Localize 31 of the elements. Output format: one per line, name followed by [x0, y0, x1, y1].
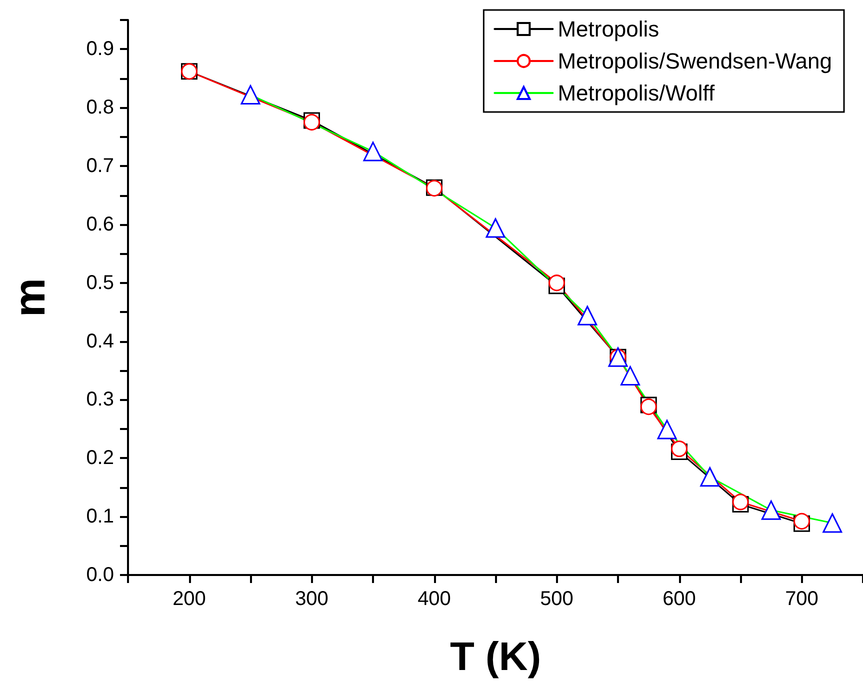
y-tick-label: 0.6 [86, 213, 114, 236]
point [761, 500, 781, 520]
x-axis-title: T (K) [450, 635, 542, 679]
y-tick-label: 0.9 [86, 38, 114, 60]
legend-label: Metropolis [558, 16, 660, 42]
point [363, 142, 383, 162]
legend-label: Metropolis/Wolff [558, 80, 716, 106]
y-tick-label: 0.8 [86, 96, 114, 119]
point [700, 467, 720, 487]
x-tick-label: 400 [418, 588, 451, 610]
point [620, 366, 640, 386]
y-tick-label: 0.0 [86, 564, 114, 586]
y-tick-label: 0.5 [86, 272, 114, 294]
point [486, 218, 506, 238]
y-tick-label: 0.4 [86, 330, 114, 352]
y-axis-title: m [6, 278, 54, 318]
x-tick-label: 500 [540, 588, 574, 610]
x-tick-label: 700 [785, 588, 818, 610]
y-tick-label: 0.7 [86, 155, 114, 178]
point [548, 274, 565, 292]
x-tick-label: 200 [172, 588, 206, 610]
y-tick-label: 0.1 [86, 506, 114, 528]
y-tick-label: 0.2 [86, 447, 114, 470]
x-tick-label: 600 [662, 588, 696, 610]
point [578, 306, 598, 326]
point [822, 513, 842, 533]
point [657, 420, 677, 440]
point [240, 85, 260, 105]
legend-label: Metropolis/Swendsen-Wang [558, 48, 832, 74]
y-tick-label: 0.3 [86, 388, 114, 411]
x-tick-label: 300 [295, 588, 328, 610]
